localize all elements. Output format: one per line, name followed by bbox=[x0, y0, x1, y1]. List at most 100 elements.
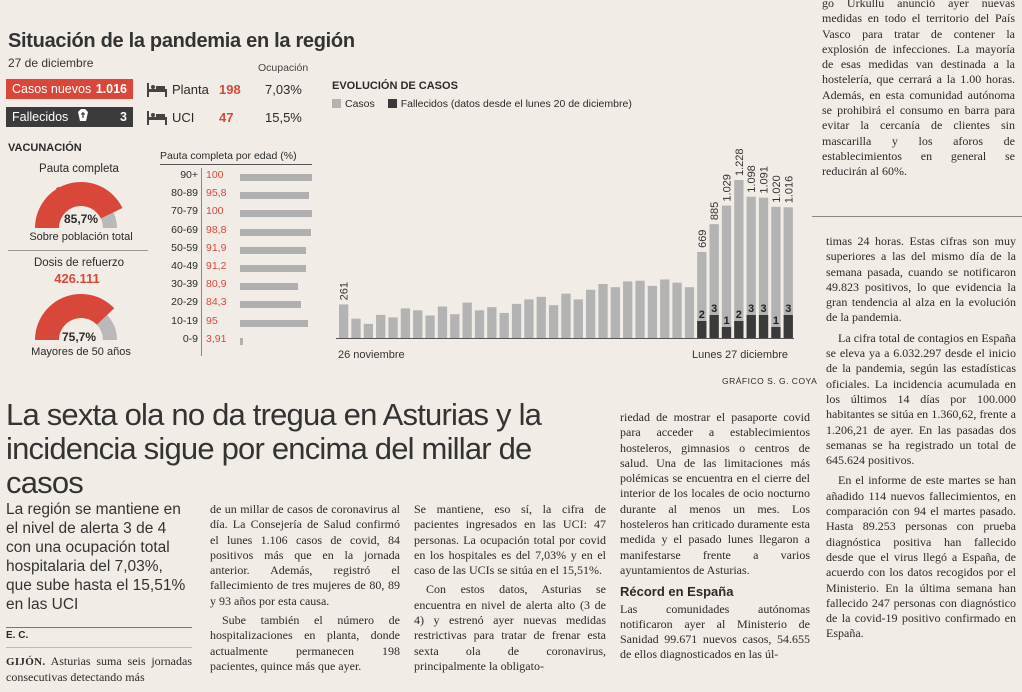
age-value-label: 91,9 bbox=[206, 241, 227, 254]
case-bar bbox=[413, 310, 423, 338]
start-date-label: 26 noviembre bbox=[338, 349, 405, 361]
death-bar bbox=[771, 327, 781, 338]
case-bar bbox=[351, 318, 361, 338]
icu-value: 47 bbox=[219, 110, 234, 125]
case-bar bbox=[623, 281, 633, 338]
infographic-title: Situación de la pandemia en la región bbox=[8, 30, 355, 52]
full-vaccination-caption: Sobre población total bbox=[29, 231, 133, 243]
age-group-label: 70-79 bbox=[171, 205, 198, 218]
age-row-40-49: 40-49 91,2 bbox=[160, 260, 312, 277]
right-top-paragraph: go Urkullu anunció ayer nuevas medidas e… bbox=[822, 0, 1015, 179]
article-column-3: Se mantiene, eso sí, la cifra de pacient… bbox=[414, 502, 606, 674]
case-bar bbox=[437, 306, 448, 338]
age-row-30-39: 30-39 80,9 bbox=[160, 278, 312, 295]
death-value-label: 2 bbox=[736, 309, 742, 321]
case-bar bbox=[783, 207, 793, 338]
col4-paragraph-2: Las comunidades autónomas notificaron ay… bbox=[620, 601, 810, 662]
deaths-badge: Fallecidos 3 bbox=[6, 107, 133, 127]
case-bar bbox=[746, 196, 756, 338]
dateline-city: GIJÓN. bbox=[6, 656, 46, 668]
age-group-label: 80-89 bbox=[171, 187, 198, 200]
case-value-label: 1.091 bbox=[759, 166, 771, 194]
age-bar bbox=[240, 210, 312, 218]
deaths-value: 3 bbox=[120, 110, 127, 124]
case-value-label: 885 bbox=[709, 202, 721, 220]
col2-paragraph-1: de un millar de casos de coronavirus al … bbox=[210, 502, 400, 608]
case-bar bbox=[672, 282, 682, 338]
age-value-label: 3,91 bbox=[206, 332, 227, 345]
age-bar bbox=[240, 283, 299, 291]
new-cases-value: 1.016 bbox=[95, 82, 127, 96]
death-bar bbox=[746, 315, 756, 338]
ward-label: Planta bbox=[172, 82, 209, 97]
case-bar bbox=[610, 287, 620, 338]
article-byline: E. C. bbox=[6, 630, 29, 641]
age-group-label: 60-69 bbox=[171, 223, 198, 236]
legend-cases-label: Casos bbox=[345, 98, 375, 110]
case-bar bbox=[548, 305, 559, 338]
death-value-label: 3 bbox=[748, 303, 754, 315]
icu-bed-icon bbox=[147, 111, 167, 128]
age-row-50-59: 50-59 91,9 bbox=[160, 242, 312, 259]
booster-pct: 75,7% bbox=[62, 330, 97, 344]
case-bar bbox=[536, 296, 546, 338]
legend-deaths-label: Fallecidos (datos desde el lunes 20 de d… bbox=[400, 98, 632, 110]
deaths-label: Fallecidos bbox=[12, 110, 69, 124]
age-value-label: 95 bbox=[206, 314, 218, 327]
section-heading: Récord en España bbox=[620, 584, 734, 600]
death-bar bbox=[783, 315, 793, 338]
infographic-date: 27 de diciembre bbox=[8, 56, 94, 70]
age-value-label: 91,2 bbox=[206, 260, 227, 272]
age-value-label: 95,8 bbox=[206, 187, 227, 200]
age-chart-title: Pauta completa por edad (%) bbox=[160, 150, 297, 162]
case-bar bbox=[573, 299, 583, 338]
case-value-label: 1.098 bbox=[746, 165, 758, 193]
article-headline: La sexta ola no da tregua en Asturias y … bbox=[6, 397, 542, 500]
graphic-credit: GRÁFICO S. G. COYA bbox=[722, 376, 818, 386]
col5-paragraph-1: timas 24 horas. Estas cifras son muy sup… bbox=[826, 234, 1016, 325]
case-bar bbox=[684, 287, 695, 338]
age-value-label: 100 bbox=[206, 169, 224, 181]
death-bar bbox=[734, 321, 744, 338]
booster-title: Dosis de refuerzo bbox=[33, 257, 125, 269]
full-vaccination-title: Pauta completa bbox=[39, 163, 119, 175]
cases-chart: 261 669 2 885 3 1.029 1 1.228 2 1.098 3 1.091 3 1.020… bbox=[336, 148, 795, 361]
age-bar bbox=[240, 192, 309, 200]
full-vaccination-pct: 85,7% bbox=[64, 212, 99, 226]
full-vaccination-gauge bbox=[35, 181, 123, 228]
booster-number: 426.111 bbox=[54, 271, 100, 286]
col2-paragraph-2: Sube también el número de hospitalizacio… bbox=[210, 613, 400, 673]
legend-cases-swatch bbox=[332, 99, 341, 108]
death-value-label: 2 bbox=[699, 309, 705, 321]
article-subhead: La región se mantiene en el nivel de ale… bbox=[6, 501, 186, 613]
booster-caption: Mayores de 50 años bbox=[31, 346, 131, 358]
occupancy-label: Ocupación bbox=[258, 62, 309, 74]
age-row-20-29: 20-29 84,3 bbox=[160, 296, 312, 313]
case-bar bbox=[511, 303, 522, 338]
age-bar bbox=[240, 265, 306, 272]
col4-paragraph-1: riedad de mostrar el pasaporte covid par… bbox=[620, 410, 810, 577]
age-row-90+: 90+ 100 bbox=[160, 169, 312, 186]
legend-deaths-swatch bbox=[387, 99, 397, 108]
age-group-label: 40-49 bbox=[171, 260, 198, 272]
bed-icon bbox=[147, 83, 167, 100]
case-bar bbox=[363, 323, 373, 338]
col3-paragraph-1: Se mantiene, eso sí, la cifra de pacient… bbox=[414, 502, 606, 578]
case-value-label: 669 bbox=[697, 230, 709, 248]
case-value-label: 1.020 bbox=[771, 175, 783, 203]
coffin-icon bbox=[77, 107, 88, 127]
case-bar bbox=[450, 314, 460, 338]
case-bar bbox=[635, 280, 645, 338]
death-value-label: 1 bbox=[773, 315, 779, 327]
case-bar bbox=[598, 283, 608, 338]
new-cases-badge: Casos nuevos 1.016 bbox=[6, 79, 133, 99]
death-bar bbox=[709, 315, 719, 338]
ward-value: 198 bbox=[219, 82, 241, 97]
case-bar bbox=[586, 289, 596, 338]
article-column-5: timas 24 horas. Estas cifras son muy sup… bbox=[826, 234, 1016, 642]
age-value-label: 100 bbox=[206, 205, 224, 218]
age-group-label: 0-9 bbox=[182, 332, 198, 345]
age-value-label: 98,8 bbox=[206, 223, 227, 236]
col5-paragraph-3: En el informe de este martes se han añad… bbox=[826, 473, 1016, 641]
death-value-label: 1 bbox=[723, 315, 729, 327]
